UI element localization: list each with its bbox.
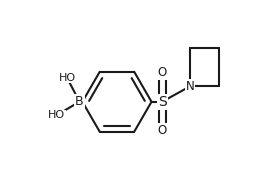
Text: B: B bbox=[75, 95, 84, 108]
Text: N: N bbox=[186, 80, 194, 93]
Text: O: O bbox=[157, 124, 167, 137]
Text: HO: HO bbox=[48, 110, 65, 120]
Text: S: S bbox=[158, 95, 166, 109]
Text: O: O bbox=[157, 66, 167, 79]
Text: HO: HO bbox=[59, 73, 76, 83]
